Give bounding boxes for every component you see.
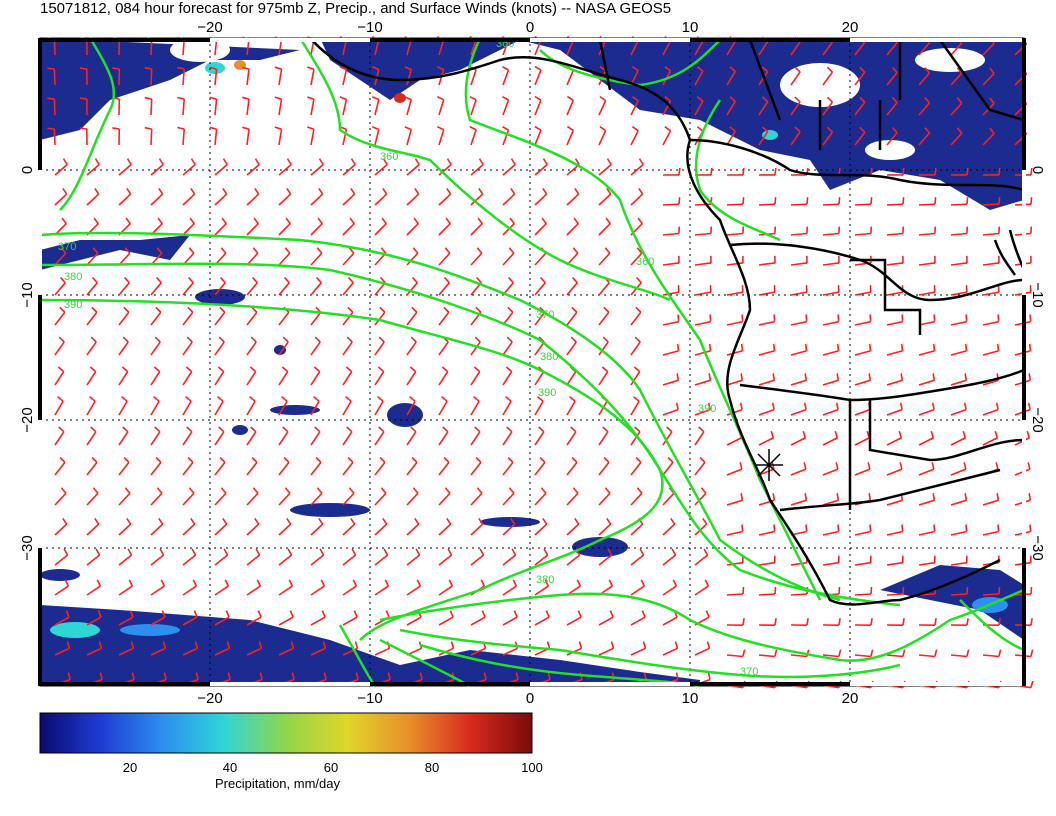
lat-tick-label: 0	[1029, 166, 1046, 174]
svg-text:360: 360	[636, 256, 654, 268]
colorbar-label: Precipitation, mm/day	[215, 776, 340, 791]
lat-tick-label: −30	[1029, 535, 1046, 560]
lon-tick-label: −10	[357, 19, 382, 36]
colorbar	[39, 712, 533, 754]
svg-text:60: 60	[324, 760, 338, 775]
lat-tick-label: 0	[19, 166, 36, 174]
lon-tick-label: 0	[526, 690, 534, 707]
svg-text:390: 390	[64, 299, 82, 311]
lat-tick-label: −20	[19, 407, 36, 432]
lon-ticks-top: −20 −10 0 10 20	[197, 19, 858, 36]
svg-text:20: 20	[123, 760, 137, 775]
svg-text:380: 380	[536, 574, 554, 586]
lon-tick-label: 10	[682, 690, 699, 707]
svg-text:40: 40	[223, 760, 237, 775]
wind-barbs	[47, 35, 1034, 689]
lat-ticks-right: 0 −10 −20 −30	[1029, 166, 1046, 561]
coastlines	[309, 37, 1026, 606]
svg-text:390: 390	[538, 387, 556, 399]
lon-tick-label: 10	[682, 19, 699, 36]
asterisk-marker-icon	[755, 449, 783, 481]
lon-tick-label: −20	[197, 690, 222, 707]
svg-text:380: 380	[64, 271, 82, 283]
lat-tick-label: −20	[1029, 407, 1046, 432]
lat-ticks-left: 0 −10 −20 −30	[19, 166, 36, 561]
svg-text:370: 370	[740, 666, 758, 678]
axis-frame	[38, 38, 1026, 686]
lon-ticks-bottom: −20 −10 0 10 20	[197, 690, 858, 707]
svg-text:380: 380	[540, 351, 558, 363]
lon-tick-label: −10	[357, 690, 382, 707]
svg-text:390: 390	[698, 403, 716, 415]
graticule	[40, 38, 1024, 686]
lat-tick-label: −30	[19, 535, 36, 560]
svg-text:370: 370	[536, 309, 554, 321]
map-title: 15071812, 084 hour forecast for 975mb Z,…	[40, 0, 672, 17]
svg-text:370: 370	[58, 241, 76, 253]
colorbar-ticks: 20 40 60 80 100	[123, 760, 543, 775]
svg-text:80: 80	[425, 760, 439, 775]
svg-text:360: 360	[380, 151, 398, 163]
lon-tick-label: −20	[197, 19, 222, 36]
lon-tick-label: 20	[842, 19, 859, 36]
lat-tick-label: −10	[1029, 282, 1046, 307]
lon-tick-label: 0	[526, 19, 534, 36]
lat-tick-label: −10	[19, 282, 36, 307]
lon-tick-label: 20	[842, 690, 859, 707]
svg-text:100: 100	[521, 760, 543, 775]
